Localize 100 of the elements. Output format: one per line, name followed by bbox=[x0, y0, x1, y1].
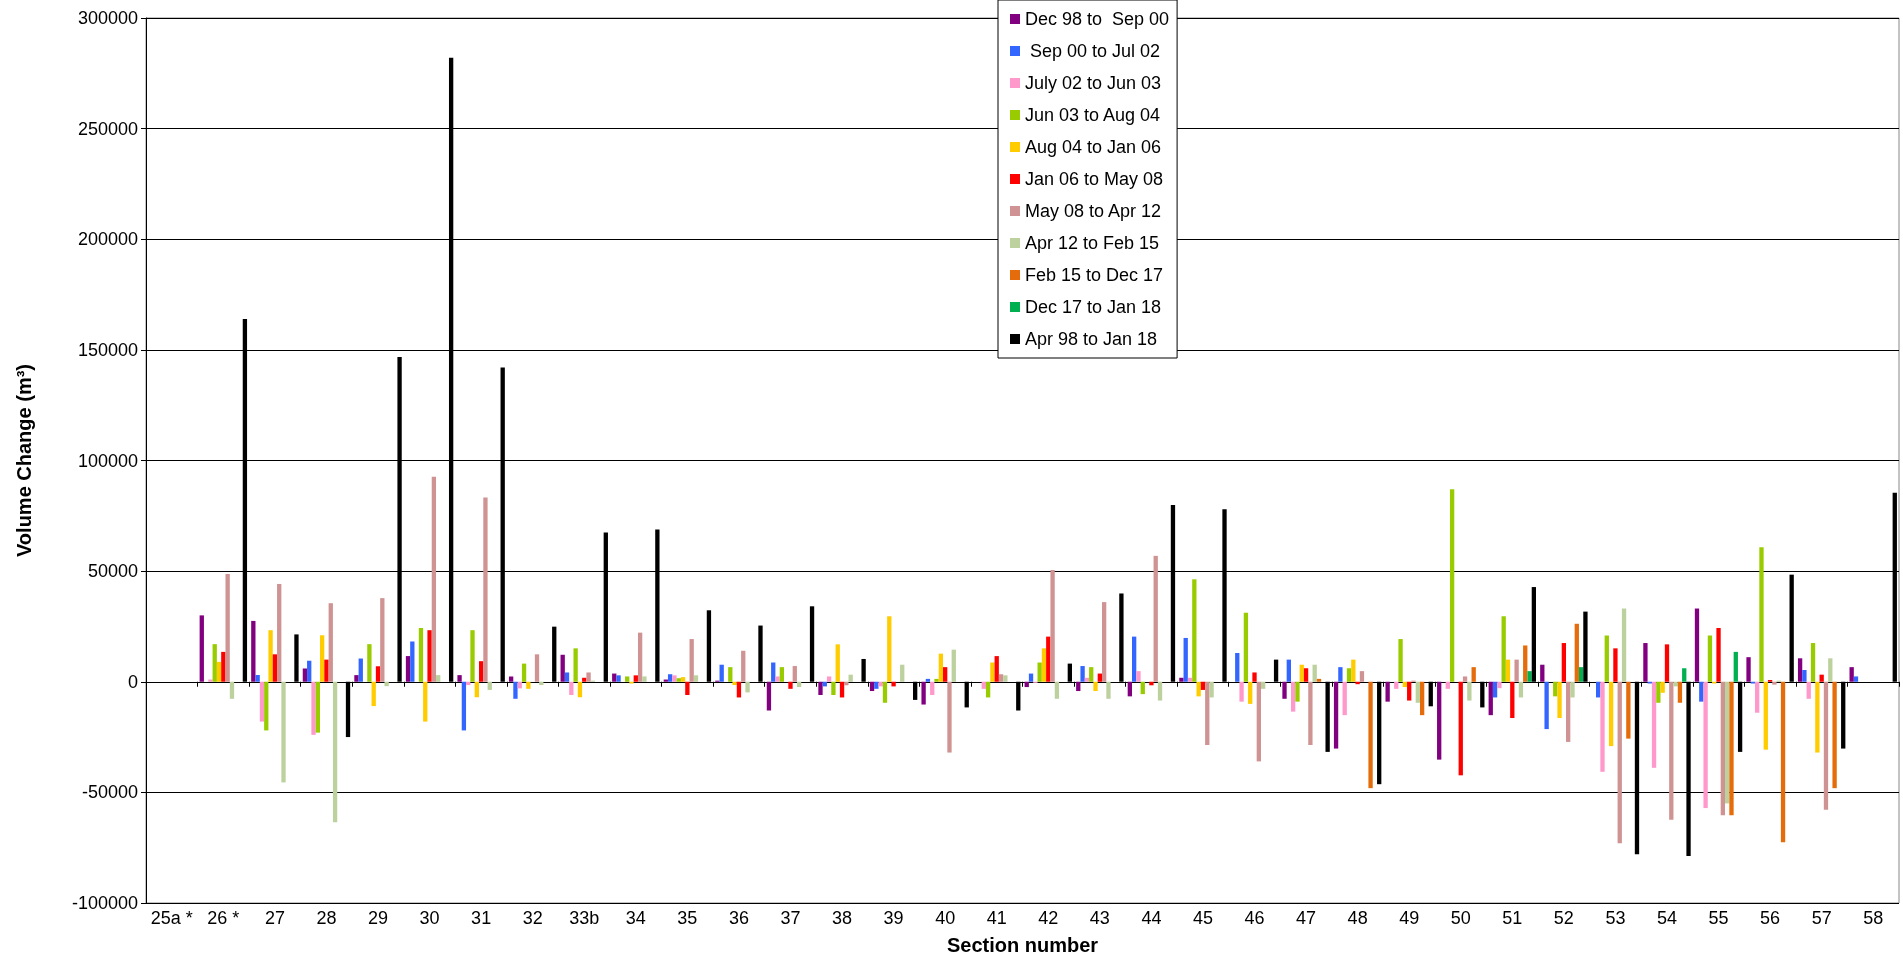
bar bbox=[1209, 681, 1214, 698]
bar bbox=[1106, 681, 1111, 699]
bar bbox=[281, 681, 286, 783]
bar bbox=[869, 681, 875, 692]
bar bbox=[998, 674, 1004, 682]
bar bbox=[1651, 681, 1657, 768]
x-tick-label: 48 bbox=[1347, 908, 1368, 928]
bar bbox=[1316, 678, 1322, 682]
bar bbox=[1140, 681, 1145, 695]
bar bbox=[1488, 681, 1493, 716]
bar bbox=[930, 681, 935, 696]
bar bbox=[1089, 667, 1094, 682]
bar bbox=[1613, 648, 1618, 682]
bar bbox=[861, 658, 866, 682]
bar bbox=[1669, 681, 1674, 820]
bar bbox=[612, 673, 617, 682]
bar bbox=[891, 681, 896, 687]
bar bbox=[526, 681, 531, 689]
x-tick-label: 52 bbox=[1553, 908, 1574, 928]
bar bbox=[1566, 681, 1571, 742]
bar bbox=[1501, 616, 1506, 682]
x-tick-label: 26 * bbox=[207, 908, 240, 928]
bar bbox=[367, 644, 372, 682]
legend-label: Jun 03 to Aug 04 bbox=[1025, 105, 1161, 125]
bar bbox=[1282, 681, 1287, 699]
x-tick-label: 46 bbox=[1244, 908, 1265, 928]
x-tick-label: 30 bbox=[419, 908, 440, 928]
x-tick-label: 28 bbox=[316, 908, 337, 928]
bar bbox=[1737, 681, 1743, 752]
bar bbox=[1703, 681, 1708, 809]
bar bbox=[577, 681, 583, 698]
x-tick-label: 40 bbox=[935, 908, 956, 928]
x-tick-label: 34 bbox=[625, 908, 646, 928]
bar bbox=[573, 648, 578, 682]
bar bbox=[900, 664, 905, 682]
bar bbox=[1394, 681, 1399, 689]
x-tick-label: 39 bbox=[883, 908, 904, 928]
bar bbox=[302, 668, 308, 682]
bar bbox=[1333, 681, 1339, 749]
bar bbox=[208, 679, 213, 682]
x-tick-label: 36 bbox=[728, 908, 749, 928]
bar bbox=[1325, 681, 1330, 752]
bar bbox=[766, 681, 772, 711]
bar bbox=[1763, 681, 1768, 750]
bar bbox=[534, 654, 540, 682]
bar bbox=[332, 681, 338, 823]
bar bbox=[1458, 681, 1463, 776]
bar bbox=[1067, 663, 1072, 682]
bar bbox=[1853, 676, 1859, 682]
bar bbox=[1759, 547, 1764, 682]
bar bbox=[461, 681, 467, 731]
bar bbox=[251, 620, 256, 682]
bar bbox=[436, 675, 441, 682]
bar bbox=[1097, 673, 1102, 682]
bar bbox=[1510, 681, 1515, 719]
bar bbox=[380, 598, 385, 682]
bar bbox=[272, 654, 278, 682]
bar bbox=[1540, 664, 1545, 682]
bar bbox=[1449, 489, 1455, 682]
bar bbox=[354, 675, 359, 682]
bar bbox=[1604, 635, 1609, 682]
bar bbox=[1192, 579, 1197, 682]
bar bbox=[1385, 681, 1390, 702]
y-tick-label: 50000 bbox=[87, 561, 138, 582]
bar bbox=[1673, 681, 1678, 687]
bar bbox=[1583, 611, 1588, 682]
bar bbox=[1239, 681, 1244, 702]
bar bbox=[319, 635, 325, 682]
bar bbox=[1725, 681, 1730, 804]
bar bbox=[264, 681, 269, 731]
x-tick-label: 49 bbox=[1399, 908, 1420, 928]
bar bbox=[1256, 681, 1261, 762]
bar bbox=[1351, 659, 1356, 682]
bar bbox=[1157, 681, 1163, 701]
bar bbox=[229, 681, 235, 699]
bar bbox=[1076, 681, 1081, 692]
bar bbox=[1660, 681, 1665, 693]
bar bbox=[633, 675, 638, 682]
y-tick-label: 0 bbox=[127, 671, 138, 692]
x-tick-label: 54 bbox=[1656, 908, 1677, 928]
bar bbox=[1527, 671, 1532, 682]
x-tick-label: 43 bbox=[1089, 908, 1110, 928]
bar bbox=[775, 676, 780, 682]
bar bbox=[1084, 677, 1090, 682]
bar bbox=[1346, 668, 1352, 682]
bar bbox=[375, 666, 381, 682]
bar bbox=[1617, 681, 1622, 844]
bar bbox=[277, 583, 282, 682]
y-tick-label: 200000 bbox=[77, 229, 138, 250]
bar bbox=[1205, 681, 1210, 746]
bar bbox=[371, 681, 376, 707]
x-tick-label: 31 bbox=[471, 908, 492, 928]
bar bbox=[431, 476, 437, 682]
bar bbox=[311, 681, 316, 735]
bar bbox=[1608, 681, 1614, 747]
bar bbox=[1415, 681, 1420, 703]
bar bbox=[1445, 681, 1450, 689]
bar bbox=[1806, 681, 1811, 699]
bar bbox=[1626, 681, 1631, 739]
bar bbox=[358, 658, 363, 682]
